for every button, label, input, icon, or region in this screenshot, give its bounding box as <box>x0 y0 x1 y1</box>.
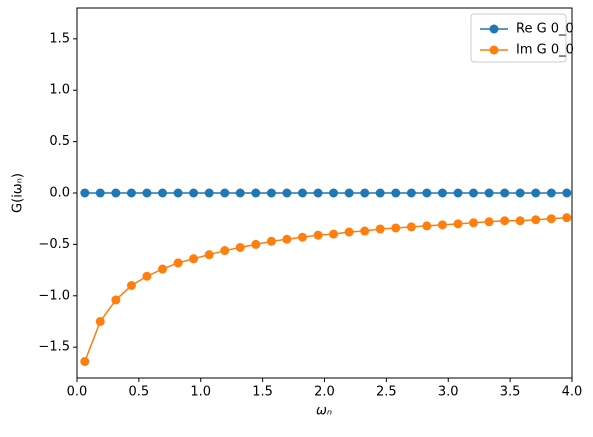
point <box>391 223 401 233</box>
point <box>204 250 214 260</box>
x-tick-label: 4.0 <box>562 385 583 400</box>
point <box>189 254 199 264</box>
point <box>235 188 245 198</box>
point <box>360 188 370 198</box>
point <box>531 215 541 225</box>
x-tick-label: 3.5 <box>500 385 521 400</box>
point <box>453 188 463 198</box>
point <box>235 242 245 252</box>
point <box>453 219 463 229</box>
point <box>375 224 385 234</box>
y-tick-label: −0.5 <box>38 237 70 252</box>
point <box>173 188 183 198</box>
point <box>95 316 105 326</box>
point <box>515 188 525 198</box>
point <box>266 188 276 198</box>
point <box>142 188 152 198</box>
point <box>360 226 370 236</box>
point <box>515 216 525 226</box>
point <box>500 188 510 198</box>
x-tick-label: 0.0 <box>67 385 88 400</box>
point <box>344 227 354 237</box>
point <box>422 188 432 198</box>
point <box>297 188 307 198</box>
point <box>220 188 230 198</box>
y-tick-label: 1.0 <box>49 83 70 98</box>
point <box>500 216 510 226</box>
x-tick-label: 2.0 <box>314 385 335 400</box>
axes-frame <box>76 7 573 379</box>
point <box>468 218 478 228</box>
x-tick-label: 1.5 <box>252 385 273 400</box>
point <box>391 188 401 198</box>
point <box>95 188 105 198</box>
point <box>282 234 292 244</box>
point <box>562 188 572 198</box>
point <box>422 221 432 231</box>
x-tick-label: 0.5 <box>129 385 150 400</box>
point <box>406 188 416 198</box>
point <box>546 188 556 198</box>
point <box>251 239 261 249</box>
point <box>546 214 556 224</box>
y-tick-label: 0.0 <box>49 186 70 201</box>
point <box>437 188 447 198</box>
point <box>531 188 541 198</box>
point <box>142 271 152 281</box>
x-tick-label: 3.0 <box>438 385 459 400</box>
point <box>204 188 214 198</box>
point <box>484 217 494 227</box>
legend-label: Im G 0_0 <box>516 43 574 58</box>
point <box>375 188 385 198</box>
legend-label: Re G 0_0 <box>516 22 574 37</box>
point <box>562 213 572 223</box>
point <box>173 258 183 268</box>
series-line <box>84 216 567 362</box>
point <box>158 188 168 198</box>
point <box>266 236 276 246</box>
x-axis-label: ωₙ <box>316 404 332 419</box>
y-tick-label: −1.0 <box>38 288 70 303</box>
point <box>406 222 416 232</box>
point <box>80 188 90 198</box>
x-tick-label: 1.0 <box>190 385 211 400</box>
point <box>329 188 339 198</box>
legend-marker <box>489 45 499 55</box>
y-tick-label: 0.5 <box>49 134 70 149</box>
point <box>484 188 494 198</box>
point <box>80 357 90 367</box>
point <box>468 188 478 198</box>
point <box>437 220 447 230</box>
point <box>282 188 292 198</box>
y-tick-label: 1.5 <box>49 31 70 46</box>
y-axis-label: G(iωₙ) <box>11 173 26 213</box>
point <box>251 188 261 198</box>
point <box>111 295 121 305</box>
point <box>344 188 354 198</box>
point <box>313 230 323 240</box>
point <box>111 188 121 198</box>
point <box>220 246 230 256</box>
legend-marker <box>489 24 499 34</box>
point <box>313 188 323 198</box>
point <box>297 232 307 242</box>
x-tick-label: 2.5 <box>376 385 397 400</box>
point <box>329 229 339 239</box>
point <box>126 281 136 290</box>
y-tick-label: −1.5 <box>38 340 70 355</box>
point <box>126 188 136 198</box>
point <box>158 264 168 274</box>
point <box>189 188 199 198</box>
